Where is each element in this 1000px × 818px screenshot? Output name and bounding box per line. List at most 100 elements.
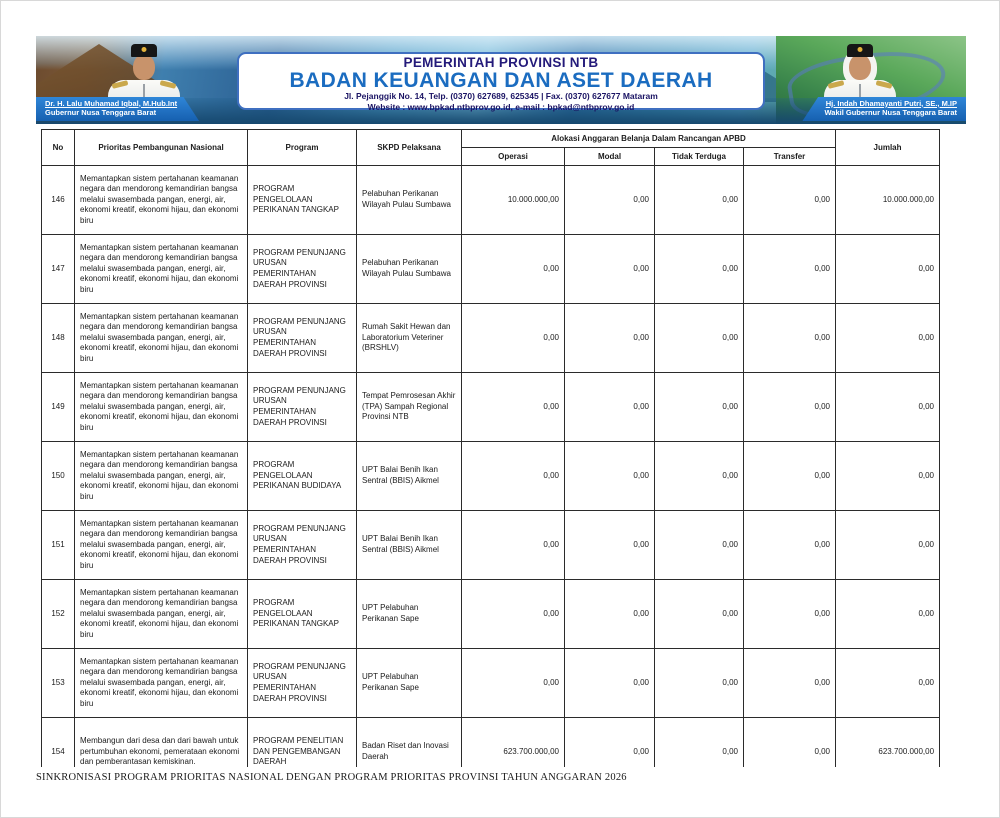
table-row: 147 Memantapkan sistem pertahanan keaman… [41,234,941,304]
governor-caption: Dr. H. Lalu Muhamad Iqbal, M.Hub.Int Gub… [36,97,199,122]
cell-no: 147 [41,234,75,304]
cell-operasi: 0,00 [461,234,565,304]
cell-jumlah: 0,00 [835,234,941,304]
agency-website: Website : www.bpkad.ntbprov.go.id, e-mai… [367,101,635,112]
cell-modal: 0,00 [564,717,655,767]
cell-no: 149 [41,372,75,442]
vice-governor-title: Wakil Gubernur Nusa Tenggara Barat [824,108,957,118]
table-body: 146 Memantapkan sistem pertahanan keaman… [41,165,941,767]
col-header-program: Program [247,129,357,166]
col-header-modal: Modal [564,147,655,166]
cell-transfer: 0,00 [742,165,837,235]
cell-operasi: 0,00 [461,510,565,580]
cell-transfer: 0,00 [742,441,837,511]
cell-no: 146 [41,165,75,235]
agency-address: Jl. Pejanggik No. 14, Telp. (0370) 62768… [344,91,658,102]
cell-modal: 0,00 [564,303,655,373]
cell-program: PROGRAM PENUNJANG URUSAN PEMERINTAHAN DA… [247,372,357,442]
cell-tidak-terduga: 0,00 [654,234,744,304]
cell-jumlah: 0,00 [835,648,941,718]
cell-transfer: 0,00 [742,234,837,304]
cell-operasi: 0,00 [461,303,565,373]
epaulette-icon [159,80,177,89]
cell-transfer: 0,00 [742,579,837,649]
table-row: 152 Memantapkan sistem pertahanan keaman… [41,579,941,649]
epaulette-icon [875,80,893,89]
vice-governor-face [849,54,871,80]
cell-operasi: 0,00 [461,372,565,442]
cell-jumlah: 623.700.000,00 [835,717,941,767]
cell-jumlah: 0,00 [835,441,941,511]
cell-program: PROGRAM PENUNJANG URUSAN PEMERINTAHAN DA… [247,510,357,580]
cell-transfer: 0,00 [742,372,837,442]
cell-tidak-terduga: 0,00 [654,372,744,442]
cell-prioritas: Memantapkan sistem pertahanan keamanan n… [74,648,248,718]
table-row: 151 Memantapkan sistem pertahanan keaman… [41,510,941,580]
table-row: 150 Memantapkan sistem pertahanan keaman… [41,441,941,511]
cell-operasi: 623.700.000,00 [461,717,565,767]
governor-title: Gubernur Nusa Tenggara Barat [45,108,157,118]
cell-operasi: 10.000.000,00 [461,165,565,235]
cell-program: PROGRAM PENGELOLAAN PERIKANAN TANGKAP [247,579,357,649]
governor-face [133,54,155,80]
cell-skpd: Badan Riset dan Inovasi Daerah [356,717,462,767]
cell-prioritas: Memantapkan sistem pertahanan keamanan n… [74,303,248,373]
epaulette-icon [111,80,129,89]
table-row: 148 Memantapkan sistem pertahanan keaman… [41,303,941,373]
governor-name: Dr. H. Lalu Muhamad Iqbal, M.Hub.Int [45,98,178,108]
cell-transfer: 0,00 [742,648,837,718]
agency-identity-box: PEMERINTAH PROVINSI NTB BADAN KEUANGAN D… [237,52,765,112]
table-clip-region: No Prioritas Pembangunan Nasional Progra… [41,129,942,767]
cell-tidak-terduga: 0,00 [654,648,744,718]
cell-prioritas: Memantapkan sistem pertahanan keamanan n… [74,234,248,304]
cell-jumlah: 0,00 [835,303,941,373]
cell-skpd: UPT Balai Benih Ikan Sentral (BBIS) Aikm… [356,441,462,511]
report-footer-title: SINKRONISASI PROGRAM PRIORITAS NASIONAL … [36,772,627,783]
col-header-alokasi-group: Alokasi Anggaran Belanja Dalam Rancangan… [460,129,837,148]
cell-jumlah: 10.000.000,00 [835,165,941,235]
agency-title: BADAN KEUANGAN DAN ASET DAERAH [289,69,713,93]
cell-prioritas: Memantapkan sistem pertahanan keamanan n… [74,510,248,580]
cell-transfer: 0,00 [742,510,837,580]
cell-no: 151 [41,510,75,580]
cell-prioritas: Memantapkan sistem pertahanan keamanan n… [74,165,248,235]
col-header-jumlah: Jumlah [835,129,941,166]
col-header-skpd: SKPD Pelaksana [356,129,462,166]
cell-tidak-terduga: 0,00 [654,510,744,580]
cell-program: PROGRAM PENUNJANG URUSAN PEMERINTAHAN DA… [247,303,357,373]
cell-modal: 0,00 [564,648,655,718]
cell-operasi: 0,00 [461,441,565,511]
col-header-operasi: Operasi [461,147,565,166]
cell-prioritas: Memantapkan sistem pertahanan keamanan n… [74,579,248,649]
cell-skpd: Tempat Pemrosesan Akhir (TPA) Sampah Reg… [356,372,462,442]
cell-modal: 0,00 [564,510,655,580]
col-header-tidak-terduga: Tidak Terduga [654,147,744,166]
cell-skpd: Pelabuhan Perikanan Wilayah Pulau Sumbaw… [356,234,462,304]
cell-program: PROGRAM PENELITIAN DAN PENGEMBANGAN DAER… [247,717,357,767]
cell-transfer: 0,00 [742,303,837,373]
cell-transfer: 0,00 [742,717,837,767]
vice-governor-caption: Hj. Indah Dhamayanti Putri, SE., M.IP Wa… [802,96,966,121]
budget-table: No Prioritas Pembangunan Nasional Progra… [41,129,941,767]
cell-tidak-terduga: 0,00 [654,441,744,511]
cell-no: 153 [41,648,75,718]
table-header: No Prioritas Pembangunan Nasional Progra… [41,129,941,166]
peci-hat-icon [131,44,157,57]
col-header-transfer: Transfer [742,147,837,166]
peci-hat-icon [847,44,873,57]
cell-prioritas: Memantapkan sistem pertahanan keamanan n… [74,441,248,511]
col-header-prioritas: Prioritas Pembangunan Nasional [74,129,248,166]
cell-skpd: Rumah Sakit Hewan dan Laboratorium Veter… [356,303,462,373]
cell-modal: 0,00 [564,579,655,649]
cell-no: 154 [41,717,75,767]
epaulette-icon [827,80,845,89]
cell-no: 148 [41,303,75,373]
table-row: 146 Memantapkan sistem pertahanan keaman… [41,165,941,235]
table-row: 153 Memantapkan sistem pertahanan keaman… [41,648,941,718]
cell-skpd: UPT Pelabuhan Perikanan Sape [356,648,462,718]
cell-modal: 0,00 [564,234,655,304]
vice-governor-name: Hj. Indah Dhamayanti Putri, SE., M.IP [825,98,957,108]
cell-skpd: UPT Pelabuhan Perikanan Sape [356,579,462,649]
cell-prioritas: Memantapkan sistem pertahanan keamanan n… [74,372,248,442]
